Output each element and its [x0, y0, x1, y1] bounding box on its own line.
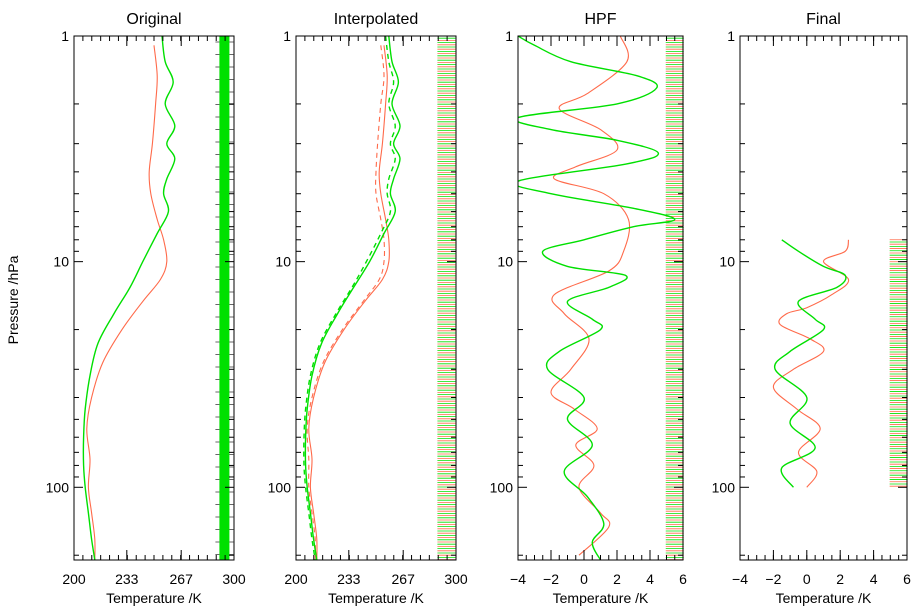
x-axis-ticks [517, 36, 684, 560]
x-axis-ticks [295, 36, 457, 560]
y-tick-label: 100 [712, 479, 736, 495]
x-axis-label: Temperature /K [328, 590, 424, 606]
series-line-2 [82, 36, 176, 560]
x-tick-label: 4 [870, 571, 878, 587]
series-line-2 [518, 36, 676, 560]
series-line-1 [772, 239, 850, 488]
y-axis-ticks [518, 35, 683, 556]
x-tick-label: −4 [510, 571, 526, 587]
y-tick-label: 1 [727, 28, 735, 44]
x-tick-label: 0 [803, 571, 811, 587]
x-axis-label: Temperature /K [106, 590, 202, 606]
plot-frame [517, 35, 684, 561]
y-axis-ticks [296, 35, 456, 556]
panel-title: HPF [585, 11, 617, 28]
y-tick-label: 100 [490, 479, 514, 495]
x-tick-label: 0 [580, 571, 588, 587]
x-tick-label: 2 [613, 571, 621, 587]
series-group [82, 36, 176, 560]
panel-title: Interpolated [334, 11, 419, 28]
x-tick-label: 6 [679, 571, 687, 587]
panel-4: Final 1 10 100 −4 −2 0 2 4 6 Temperature /K [712, 11, 911, 606]
marker-band-ticks [215, 41, 234, 555]
series-line-1 [550, 36, 631, 556]
y-tick-label: 1 [505, 28, 513, 44]
x-tick-label: 267 [392, 571, 416, 587]
x-tick-label: 6 [903, 571, 911, 587]
x-tick-label: −4 [732, 571, 748, 587]
series-line-1 [308, 45, 390, 560]
marker-band [219, 36, 230, 560]
y-tick-label: 100 [268, 479, 292, 495]
plot-frame [73, 35, 235, 561]
x-axis-label: Temperature /K [553, 590, 649, 606]
plot-frame [295, 35, 457, 561]
y-tick-label: 10 [719, 254, 735, 270]
y-axis-ticks [740, 35, 907, 556]
x-tick-label: 267 [170, 571, 194, 587]
x-axis-label: Temperature /K [776, 590, 872, 606]
x-tick-label: 200 [62, 571, 86, 587]
x-axis-ticks [73, 36, 235, 560]
x-axis-ticks [739, 36, 908, 560]
x-tick-label: 4 [646, 571, 654, 587]
series-group [303, 36, 401, 560]
x-tick-label: 233 [115, 571, 139, 587]
x-tick-label: 300 [444, 571, 468, 587]
panel-3: HPF 1 10 100 −4 −2 0 2 4 6 Temperature /K [490, 11, 687, 606]
x-tick-label: 233 [337, 571, 361, 587]
series-line-2 [306, 45, 386, 560]
x-tick-label: −2 [543, 571, 559, 587]
marker-band [889, 239, 908, 487]
series-line-4 [303, 36, 396, 560]
panel-title: Final [806, 11, 841, 28]
panel-2: Interpolated 1 10 100 200 233 267 300 Temperatur… [268, 11, 468, 606]
y-tick-label: 100 [46, 479, 70, 495]
series-group [772, 239, 850, 488]
panel-title: Original [126, 11, 181, 28]
series-line-2 [773, 239, 847, 488]
x-tick-label: −2 [765, 571, 781, 587]
y-tick-label: 1 [61, 28, 69, 44]
marker-band [437, 35, 456, 560]
series-group [518, 36, 676, 560]
panel-1: Original 1 10 100 200 233 267 300 Temperature /K [46, 11, 246, 606]
y-tick-label: 10 [53, 254, 69, 270]
plot-frame [739, 35, 908, 561]
y-tick-label: 10 [275, 254, 291, 270]
x-tick-label: 200 [284, 571, 308, 587]
y-tick-label: 10 [497, 254, 513, 270]
x-tick-label: 300 [222, 571, 246, 587]
y-axis-ticks [74, 35, 234, 556]
marker-band [665, 35, 684, 560]
y-tick-label: 1 [283, 28, 291, 44]
y-axis-label: Pressure /hPa [5, 255, 21, 344]
x-tick-label: 2 [836, 571, 844, 587]
series-line-3 [304, 36, 401, 560]
series-line-1 [86, 45, 168, 560]
